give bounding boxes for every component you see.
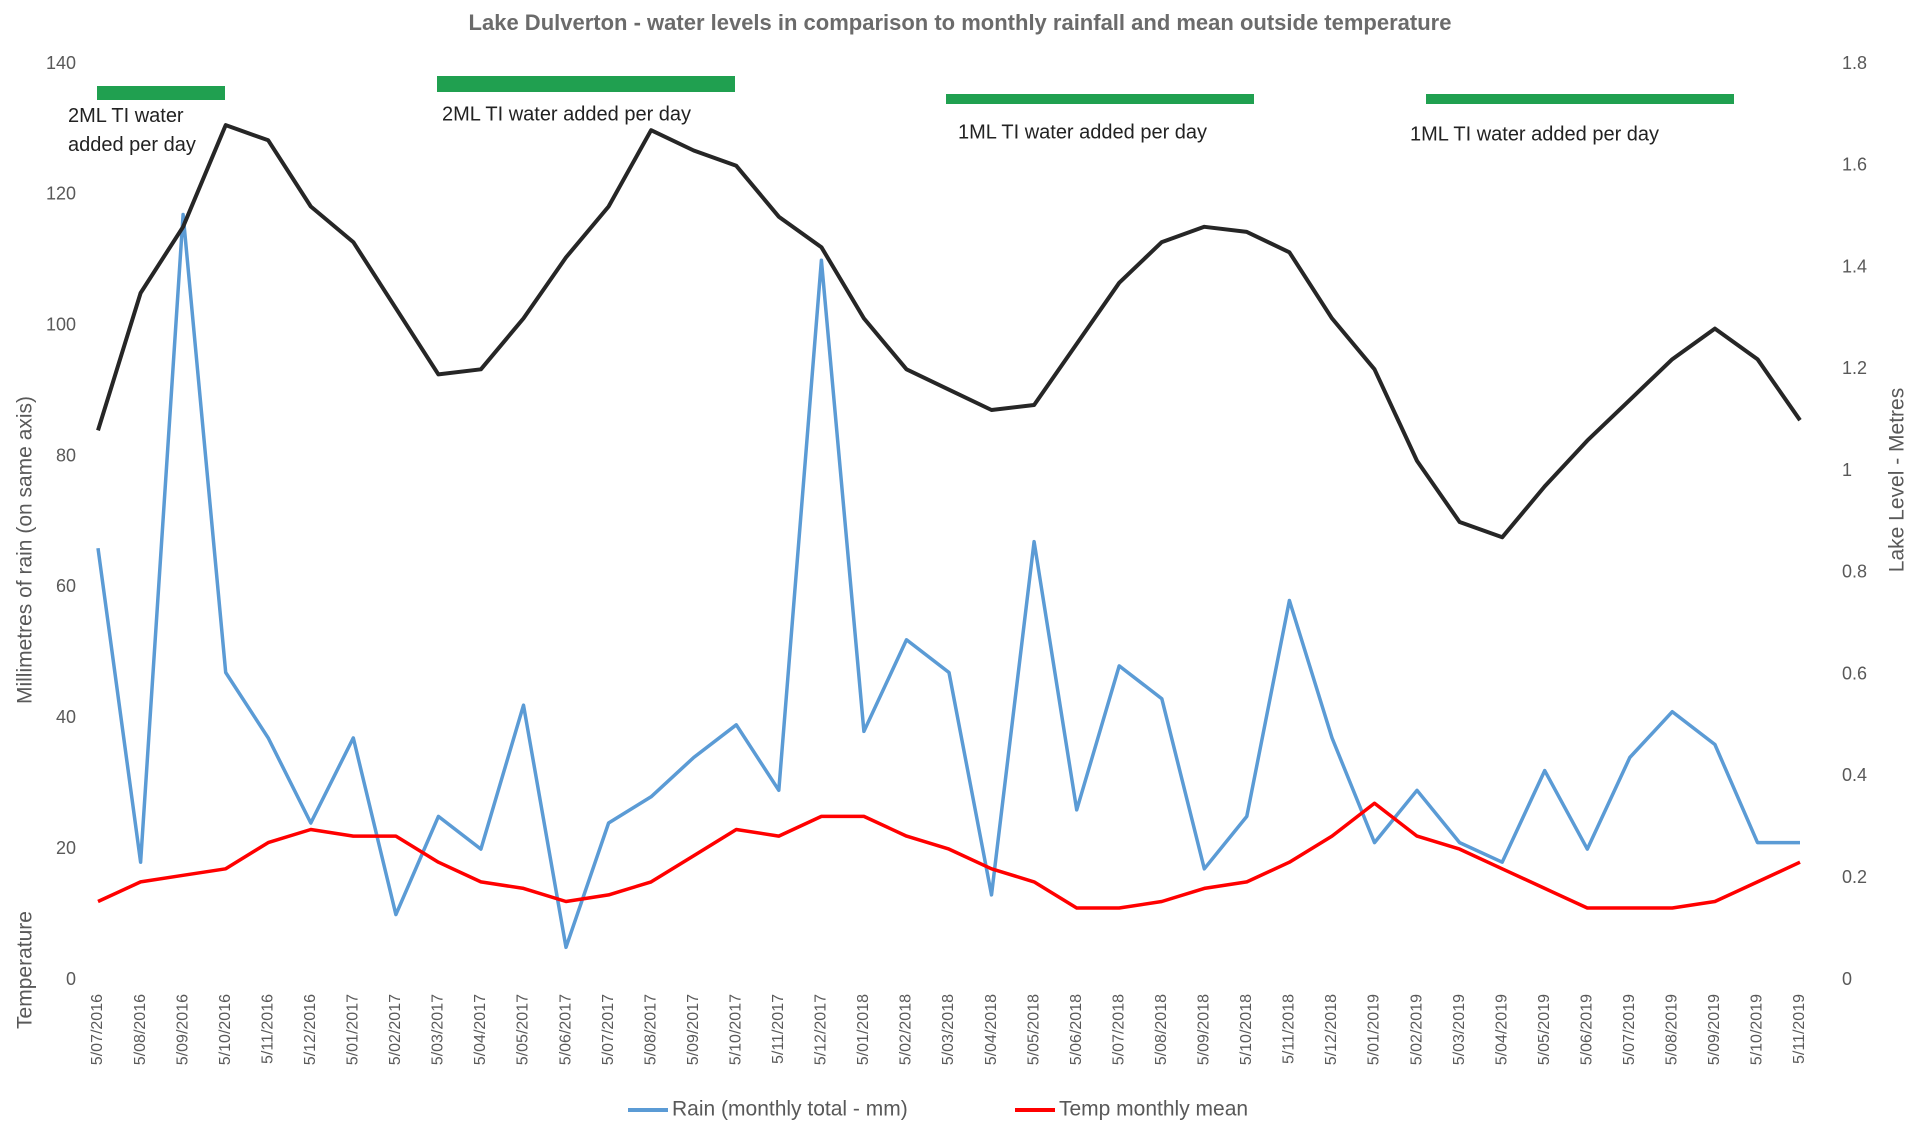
x-tick-label: 5/09/2019: [1706, 994, 1723, 1065]
y2-tick-label: 0.6: [1842, 663, 1867, 683]
x-tick-label: 5/04/2019: [1493, 994, 1510, 1065]
x-tick-label: 5/10/2017: [727, 994, 744, 1065]
x-tick-label: 5/12/2017: [813, 994, 830, 1065]
x-tick-label: 5/05/2017: [515, 994, 532, 1065]
y-axis-title: Millimetres of rain (on same axis): [14, 396, 37, 704]
y-tick-label: 40: [56, 707, 76, 727]
x-tick-label: 5/08/2018: [1153, 994, 1170, 1065]
x-tick-label: 5/07/2016: [89, 994, 106, 1065]
x-tick-label: 5/12/2018: [1323, 994, 1340, 1065]
x-tick-label: 5/08/2016: [132, 994, 149, 1065]
x-tick-label: 5/06/2017: [557, 994, 574, 1065]
x-tick-label: 5/02/2017: [387, 994, 404, 1065]
x-tick-label: 5/02/2019: [1408, 994, 1425, 1065]
x-tick-label: 5/11/2016: [259, 994, 276, 1064]
x-tick-label: 5/02/2018: [898, 994, 915, 1065]
y-tick-label: 100: [46, 314, 76, 334]
annotation: 2ML TI water added per day: [442, 103, 691, 125]
y2-tick-label: 0: [1842, 969, 1852, 989]
x-tick-label: 5/09/2016: [174, 994, 191, 1065]
x-tick-label: 5/07/2018: [1110, 994, 1127, 1065]
x-tick-label: 5/11/2018: [1281, 994, 1298, 1064]
y2-axis-title: Lake Level - Metres: [1886, 388, 1909, 572]
chart-title: Lake Dulverton - water levels in compari…: [469, 10, 1452, 35]
x-tick-label: 5/04/2017: [472, 994, 489, 1065]
annotation-bar: [97, 86, 225, 100]
y2-tick-label: 1.8: [1842, 53, 1867, 73]
x-tick-label: 5/08/2017: [642, 994, 659, 1065]
x-tick-label: 5/12/2016: [302, 994, 319, 1065]
y-axis-title-2: Temperature: [14, 911, 37, 1029]
y-tick-label: 0: [66, 969, 76, 989]
legend-label: Temp monthly mean: [1059, 1098, 1248, 1121]
annotation-bar: [1426, 94, 1734, 104]
annotation: 1ML TI water added per day: [958, 121, 1207, 143]
legend-label: Rain (monthly total - mm): [672, 1098, 908, 1121]
y2-tick-label: 1.6: [1842, 155, 1867, 175]
y-tick-label: 140: [46, 53, 76, 73]
x-tick-label: 5/09/2017: [685, 994, 702, 1065]
annotation-bar: [437, 76, 735, 92]
annotation: 1ML TI water added per day: [1410, 123, 1659, 145]
x-tick-label: 5/05/2018: [1025, 994, 1042, 1065]
x-tick-label: 5/10/2016: [217, 994, 234, 1065]
x-tick-label: 5/05/2019: [1536, 994, 1553, 1065]
y2-tick-label: 0.4: [1842, 765, 1867, 785]
x-tick-label: 5/06/2019: [1578, 994, 1595, 1065]
x-tick-label: 5/10/2018: [1238, 994, 1255, 1065]
x-tick-label: 5/06/2018: [1068, 994, 1085, 1065]
y-tick-label: 60: [56, 576, 76, 596]
series-line: [97, 801, 1801, 910]
x-tick-label: 5/01/2017: [345, 994, 362, 1065]
series-line: [96, 123, 1802, 540]
x-tick-label: 5/07/2017: [600, 994, 617, 1065]
y-tick-label: 80: [56, 445, 76, 465]
y2-tick-label: 0.2: [1842, 867, 1867, 887]
y2-tick-label: 0.8: [1842, 562, 1867, 582]
x-tick-label: 5/01/2019: [1366, 994, 1383, 1065]
x-tick-label: 5/03/2018: [940, 994, 957, 1065]
y-tick-label: 20: [56, 838, 76, 858]
y-tick-label: 120: [46, 184, 76, 204]
y2-tick-label: 1: [1842, 460, 1852, 480]
x-tick-label: 5/09/2018: [1196, 994, 1213, 1065]
x-tick-label: 5/07/2019: [1621, 994, 1638, 1065]
x-tick-label: 5/11/2017: [770, 994, 787, 1064]
series-line: [96, 212, 1800, 950]
x-tick-label: 5/11/2019: [1791, 994, 1808, 1064]
y2-tick-label: 1.4: [1842, 256, 1867, 276]
x-tick-label: 5/01/2018: [855, 994, 872, 1065]
annotation-bar: [946, 94, 1254, 104]
y2-tick-label: 1.2: [1842, 358, 1867, 378]
x-tick-label: 5/10/2019: [1749, 994, 1766, 1065]
x-tick-label: 5/04/2018: [983, 994, 1000, 1065]
annotation: 2ML TI water added per day: [68, 105, 196, 156]
x-tick-label: 5/03/2019: [1451, 994, 1468, 1065]
x-tick-label: 5/03/2017: [430, 994, 447, 1065]
x-tick-label: 5/08/2019: [1664, 994, 1681, 1065]
